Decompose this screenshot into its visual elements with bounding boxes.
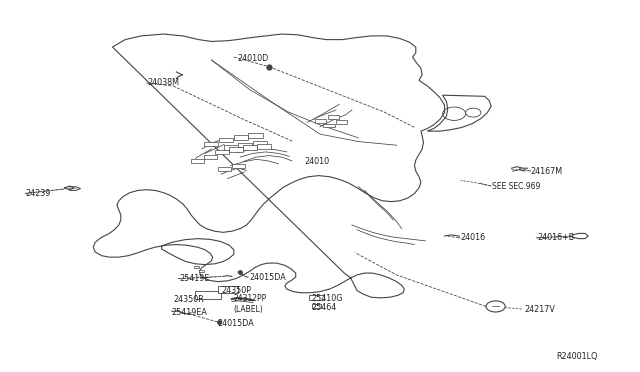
FancyBboxPatch shape: [195, 291, 221, 299]
Bar: [234, 135, 248, 140]
Bar: [232, 164, 244, 168]
Bar: [336, 120, 348, 124]
Bar: [323, 124, 335, 128]
Text: 25419EA: 25419EA: [172, 308, 208, 317]
Text: 24312PP
(LABEL): 24312PP (LABEL): [234, 294, 267, 314]
Text: 24016+B: 24016+B: [537, 233, 574, 243]
Bar: [224, 145, 238, 150]
Bar: [214, 150, 228, 154]
Bar: [248, 134, 262, 138]
Bar: [218, 167, 230, 171]
Text: 24010D: 24010D: [237, 54, 268, 62]
Text: 25419E: 25419E: [179, 274, 210, 283]
Text: 24217V: 24217V: [524, 305, 556, 314]
Bar: [198, 270, 204, 272]
Bar: [191, 159, 204, 163]
Text: 25464: 25464: [312, 303, 337, 312]
Bar: [194, 266, 199, 268]
Bar: [328, 115, 339, 119]
Text: 24350R: 24350R: [173, 295, 204, 304]
Bar: [257, 144, 271, 149]
FancyBboxPatch shape: [308, 295, 324, 300]
Bar: [204, 155, 216, 159]
Bar: [238, 142, 252, 147]
Bar: [315, 119, 326, 123]
Bar: [253, 141, 267, 145]
Text: 24167M: 24167M: [531, 167, 563, 176]
Text: 24038M: 24038M: [148, 78, 180, 87]
FancyBboxPatch shape: [218, 286, 238, 293]
Text: 24015DA: 24015DA: [250, 273, 287, 282]
Text: 25410G: 25410G: [312, 294, 343, 303]
Bar: [219, 138, 233, 142]
Bar: [204, 141, 218, 146]
FancyBboxPatch shape: [312, 304, 321, 308]
Text: 24350P: 24350P: [221, 286, 251, 295]
Text: SEE SEC.969: SEE SEC.969: [492, 182, 541, 190]
Text: 24015DA: 24015DA: [218, 320, 255, 328]
Bar: [229, 147, 243, 152]
Text: R24001LQ: R24001LQ: [556, 352, 598, 361]
Text: 24010: 24010: [304, 157, 329, 166]
Bar: [243, 145, 257, 150]
Text: 24239: 24239: [25, 189, 51, 198]
Text: 24016: 24016: [461, 233, 486, 243]
